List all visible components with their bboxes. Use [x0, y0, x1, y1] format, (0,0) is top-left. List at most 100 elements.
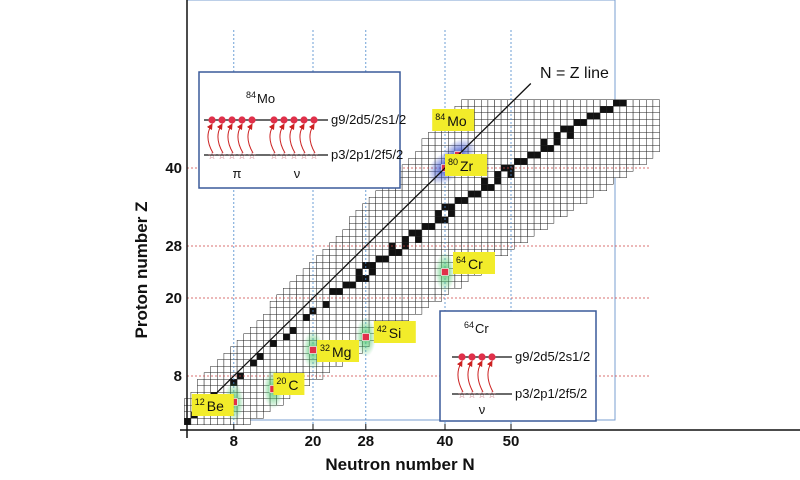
- nuclide-cell: [415, 177, 423, 185]
- nuclide-cell: [566, 112, 574, 120]
- nuclide-cell: [408, 171, 416, 178]
- nuclide-cell: [566, 158, 574, 165]
- nuclide-cell: [289, 333, 297, 341]
- nuclide-cell: [553, 171, 561, 178]
- nuclide-cell: [415, 262, 423, 269]
- nuclide-cell: [388, 236, 396, 243]
- nuclide-cell: [547, 125, 555, 133]
- excitation-arrow: [216, 123, 224, 154]
- nuclide-cell: [514, 106, 522, 113]
- nuclide-cell: [547, 190, 555, 198]
- nuclide-cell: [342, 314, 350, 321]
- nuclide-cell: [500, 184, 508, 191]
- nuclide-cell: [428, 210, 436, 217]
- nuclide-cell: [573, 151, 581, 159]
- nuclide-cell: [632, 138, 640, 146]
- label-symbol-42si: Si: [389, 325, 401, 341]
- stable-nuclide-cell: [428, 223, 436, 230]
- nuclide-cell: [553, 190, 561, 198]
- nuclide-cell: [632, 132, 640, 139]
- nuclide-cell: [632, 158, 640, 165]
- nuclide-cell: [243, 379, 251, 386]
- excitation-arrow: [466, 360, 474, 393]
- nuclide-cell: [593, 171, 601, 178]
- nuclide-cell: [487, 229, 495, 237]
- nuclide-cell: [269, 346, 277, 354]
- nuclide-cell: [256, 333, 264, 341]
- nuclide-cell: [586, 184, 594, 191]
- nuclide-cell: [401, 307, 409, 315]
- nuclide-cell: [243, 340, 251, 347]
- nuclide-cell: [421, 249, 429, 256]
- nuclide-cell: [580, 112, 588, 120]
- nuclide-cell: [289, 366, 297, 373]
- stable-nuclide-cell: [448, 210, 456, 217]
- nuclide-cell: [368, 210, 376, 217]
- nuclide-cell: [547, 216, 555, 224]
- nuclide-cell: [296, 314, 304, 321]
- stable-nuclide-cell: [481, 184, 489, 191]
- nuclide-cell: [619, 145, 627, 152]
- nuclide-cell: [349, 333, 357, 341]
- nuclide-cell: [533, 106, 541, 113]
- nuclide-cell: [481, 197, 489, 204]
- nuclide-cell: [395, 275, 403, 282]
- y-tick-label: 20: [165, 290, 182, 307]
- nuclide-cell: [573, 99, 581, 107]
- nuclide-cell: [652, 132, 660, 139]
- nuclide-cell: [428, 255, 436, 263]
- label-bg-84mo: [432, 109, 475, 131]
- nuclide-cell: [646, 106, 654, 113]
- nuclide-cell: [382, 197, 390, 204]
- nuclide-cell: [401, 268, 409, 276]
- nuclide-cell: [401, 249, 409, 256]
- nuclide-cell: [203, 379, 211, 386]
- nuclide-cell: [474, 229, 482, 237]
- nuclide-cell: [395, 236, 403, 243]
- nuclide-cell: [527, 203, 535, 211]
- nuclide-cell: [388, 210, 396, 217]
- nuclide-cell: [639, 119, 647, 126]
- nuclide-cell: [487, 197, 495, 204]
- nuclide-cell: [302, 275, 310, 282]
- nuclide-cell: [533, 210, 541, 217]
- nuclide-cell: [401, 171, 409, 178]
- nuclide-cell: [322, 327, 330, 334]
- nuclide-cell: [428, 145, 436, 152]
- x-tick-label: 28: [357, 433, 374, 450]
- nuclide-cell: [646, 99, 654, 107]
- nuclide-cell: [500, 99, 508, 107]
- nuclide-cell: [487, 112, 495, 120]
- inset-84mo-lower-level: p3/2p1/2f5/2: [331, 147, 403, 162]
- nuclide-cell: [533, 223, 541, 230]
- hole-star-icon: ☆: [218, 151, 227, 162]
- nuclide-cell: [401, 314, 409, 321]
- nuclide-cell: [382, 236, 390, 243]
- nuclide-cell: [428, 229, 436, 237]
- nuclide-cell: [428, 190, 436, 198]
- nuclide-cell: [434, 223, 442, 230]
- nuclide-cell: [560, 151, 568, 159]
- nuclide-cell: [533, 132, 541, 139]
- nuclide-cell: [494, 223, 502, 230]
- nuclide-cell: [494, 216, 502, 224]
- nuclide-cell: [520, 138, 528, 146]
- nuclide-cell: [302, 281, 310, 289]
- nuclide-cell: [467, 184, 475, 191]
- nuclide-cell: [236, 340, 244, 347]
- nuclide-cell: [652, 125, 660, 133]
- nuclide-cell: [375, 275, 383, 282]
- nuclide-cell: [547, 132, 555, 139]
- nuclide-cell: [527, 197, 535, 204]
- nuclide-cell: [553, 112, 561, 120]
- nuclide-cell: [375, 307, 383, 315]
- nuclide-cell: [500, 132, 508, 139]
- nuclide-cell: [573, 184, 581, 191]
- nz-line-label: N = Z line: [540, 65, 609, 82]
- nuclide-cell: [619, 151, 627, 159]
- nuclide-cell: [289, 353, 297, 360]
- nuclide-cell: [342, 333, 350, 341]
- nuclide-cell: [203, 385, 211, 393]
- nuclide-cell: [639, 112, 647, 120]
